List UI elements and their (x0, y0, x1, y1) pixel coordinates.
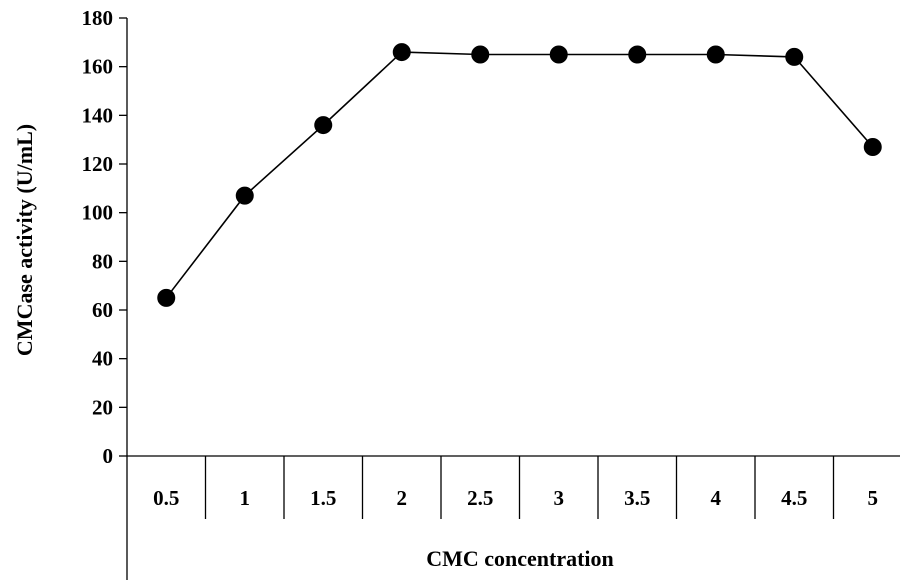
y-tick-label: 40 (92, 347, 113, 371)
series-line (165, 51, 874, 299)
y-tick-label: 0 (103, 444, 114, 468)
x-tick-label: 5 (868, 486, 879, 510)
y-tick-label: 180 (82, 6, 114, 30)
data-point (392, 43, 411, 62)
data-point (785, 47, 804, 66)
x-tick-label: 0.5 (153, 486, 179, 510)
data-point (549, 45, 568, 64)
y-tick-label: 120 (82, 152, 114, 176)
y-tick-label: 160 (82, 55, 114, 79)
y-axis-title: CMCase activity (U/mL) (12, 124, 37, 356)
y-tick-label: 20 (92, 395, 113, 419)
data-point (863, 137, 882, 156)
y-tick-label: 140 (82, 103, 114, 127)
x-tick-label: 2 (397, 486, 408, 510)
data-point (235, 186, 254, 205)
x-tick-label: 3 (554, 486, 565, 510)
x-tick-label: 4 (711, 486, 722, 510)
y-tick-label: 100 (82, 201, 114, 225)
x-tick-label: 4.5 (781, 486, 807, 510)
series-group (157, 43, 882, 307)
data-point (471, 45, 490, 64)
data-point (314, 116, 333, 135)
x-tick-label: 3.5 (624, 486, 650, 510)
y-tick-label: 60 (92, 298, 113, 322)
x-axis: 0.5 1 1.5 2 2.5 3 3.5 4 4.5 5 (127, 455, 900, 519)
data-point (628, 45, 647, 64)
data-point (157, 288, 176, 307)
y-axis: 0 20 40 60 80 100 120 140 160 180 (82, 6, 128, 580)
x-tick-label: 1 (240, 486, 251, 510)
x-tick-label: 1.5 (310, 486, 336, 510)
data-point (706, 45, 725, 64)
y-tick-label: 80 (92, 249, 113, 273)
x-tick-label: 2.5 (467, 486, 493, 510)
x-axis-title: CMC concentration (426, 546, 614, 571)
